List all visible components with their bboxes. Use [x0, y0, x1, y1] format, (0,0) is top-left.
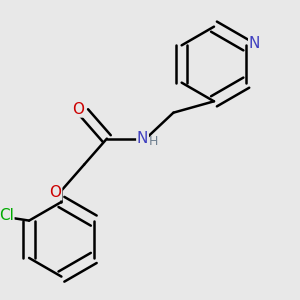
Text: H: H: [149, 135, 159, 148]
Text: Cl: Cl: [0, 208, 14, 223]
Text: O: O: [50, 185, 61, 200]
Text: N: N: [137, 131, 148, 146]
Text: O: O: [72, 102, 84, 117]
Text: N: N: [249, 36, 260, 51]
